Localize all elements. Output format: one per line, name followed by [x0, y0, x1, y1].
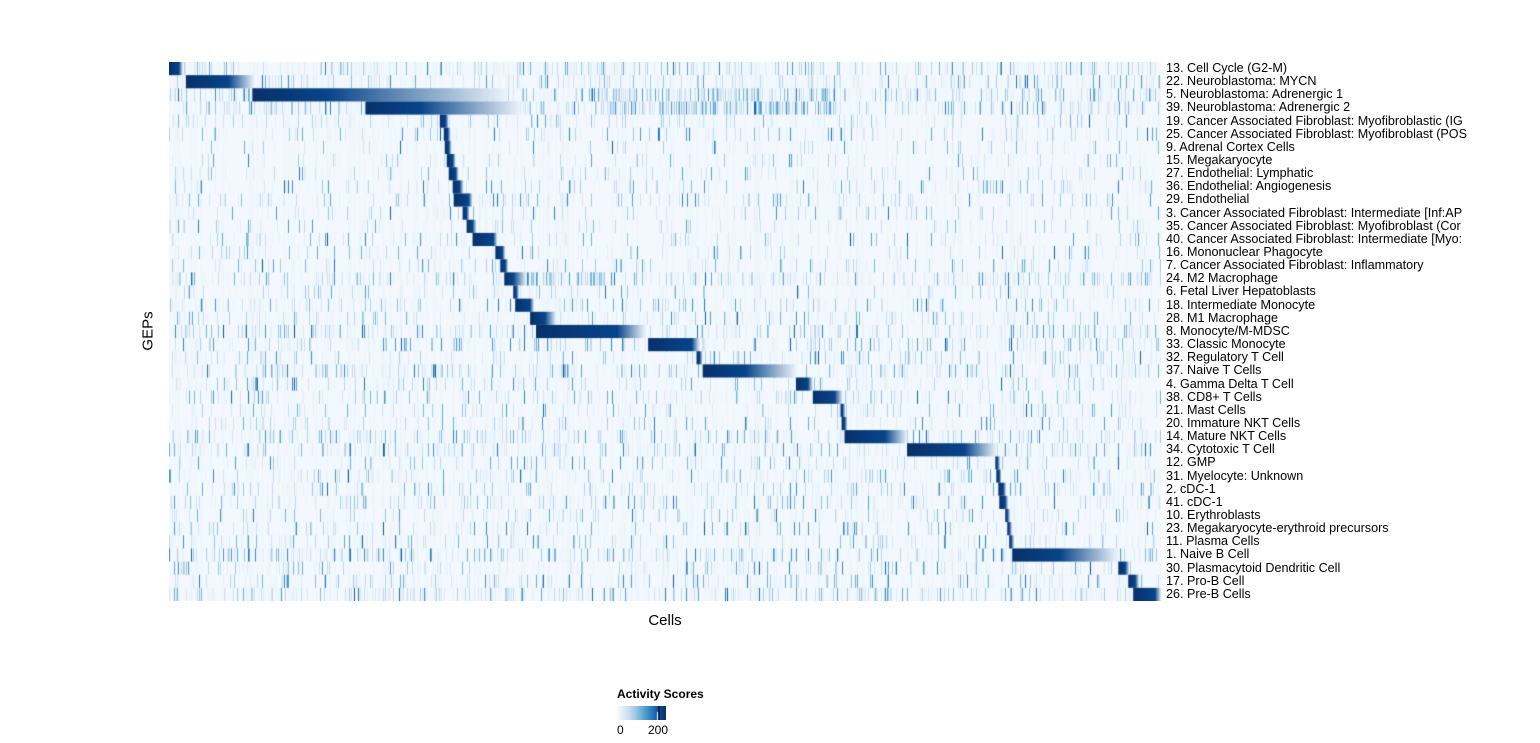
legend-tick-labels: 0 200 [617, 723, 704, 737]
gep-row-label: 35. Cancer Associated Fibroblast: Myofib… [1166, 218, 1461, 233]
gep-row-label: 37. Naive T Cells [1166, 363, 1262, 378]
gep-row-label: 8. Monocyte/M-MDSC [1166, 323, 1290, 338]
gep-row-label: 22. Neuroblastoma: MYCN [1166, 74, 1317, 89]
activity-scores-legend: Activity Scores 0 200 [617, 687, 704, 737]
gep-row-label: 9. Adrenal Cortex Cells [1166, 139, 1295, 154]
gep-row-label: 38. CD8+ T Cells [1166, 389, 1262, 404]
gep-row-label: 13. Cell Cycle (G2-M) [1166, 61, 1288, 75]
gep-row-label: 29. Endothelial [1166, 192, 1250, 207]
gep-row-label: 33. Classic Monocyte [1166, 337, 1286, 352]
heatmap-canvas [169, 62, 1161, 601]
gep-row-label: 25. Cancer Associated Fibroblast: Myofib… [1166, 126, 1467, 141]
gep-row-label: 40. Cancer Associated Fibroblast: Interm… [1166, 231, 1463, 246]
gep-row-label: 18. Intermediate Monocyte [1166, 297, 1316, 312]
legend-tick-min: 0 [617, 723, 624, 737]
gep-row-label: 36. Endothelial: Angiogenesis [1166, 179, 1332, 194]
gep-row-label: 5. Neuroblastoma: Adrenergic 1 [1166, 87, 1344, 102]
gep-row-label: 14. Mature NKT Cells [1166, 429, 1287, 444]
gep-row-label: 3. Cancer Associated Fibroblast: Interme… [1166, 205, 1463, 220]
gep-row-label: 24. M2 Macrophage [1166, 271, 1279, 286]
gep-row-label: 30. Plasmacytoid Dendritic Cell [1166, 560, 1341, 575]
gep-row-label: 17. Pro-B Cell [1166, 573, 1245, 588]
gep-row-label: 6. Fetal Liver Hepatoblasts [1166, 284, 1316, 299]
gep-row-label: 23. Megakaryocyte-erythroid precursors [1166, 521, 1389, 536]
gep-row-labels: 13. Cell Cycle (G2-M) 22. Neuroblastoma: … [1166, 61, 1540, 601]
gep-row-label: 2. cDC-1 [1166, 481, 1216, 496]
gep-row-label: 4. Gamma Delta T Cell [1166, 376, 1294, 391]
gep-row-label: 21. Mast Cells [1166, 402, 1246, 417]
gep-row-label: 27. Endothelial: Lymphatic [1166, 166, 1314, 181]
y-axis-label: GEPs [139, 311, 157, 351]
gep-row-label: 10. Erythroblasts [1166, 507, 1261, 522]
gep-row-label: 15. Megakaryocyte [1166, 153, 1273, 168]
legend-tick-max: 200 [647, 723, 669, 737]
gep-row-label: 12. GMP [1166, 455, 1216, 470]
x-axis-label: Cells [648, 612, 682, 629]
gep-row-label: 7. Cancer Associated Fibroblast: Inflamm… [1166, 258, 1424, 273]
gep-row-label: 31. Myelocyte: Unknown [1166, 468, 1304, 483]
gep-row-label: 34. Cytotoxic T Cell [1166, 442, 1275, 457]
gep-row-label: 20. Immature NKT Cells [1166, 415, 1301, 430]
gep-row-label: 19. Cancer Associated Fibroblast: Myofib… [1166, 113, 1463, 128]
gep-row-label: 28. M1 Macrophage [1166, 310, 1279, 325]
legend-colorbar [617, 706, 666, 720]
gep-row-label: 16. Mononuclear Phagocyte [1166, 245, 1323, 260]
gep-row-label: 11. Plasma Cells [1166, 534, 1260, 549]
gep-row-label: 26. Pre-B Cells [1166, 586, 1251, 601]
gep-row-label: 39. Neuroblastoma: Adrenergic 2 [1166, 100, 1351, 115]
gep-row-label: 1. Naive B Cell [1166, 547, 1250, 562]
gep-row-label: 32. Regulatory T Cell [1166, 350, 1284, 365]
legend-title: Activity Scores [617, 687, 704, 701]
gep-row-label: 41. cDC-1 [1166, 494, 1223, 509]
